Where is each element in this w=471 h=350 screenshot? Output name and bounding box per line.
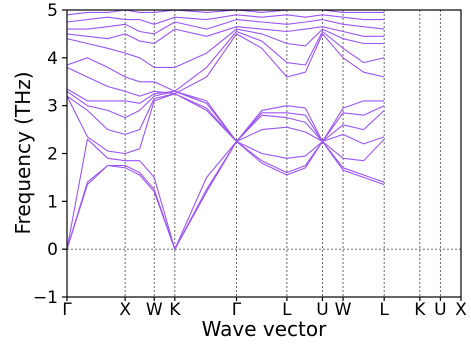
- x-tick-label: Γ: [62, 300, 72, 320]
- band-line: [67, 138, 385, 250]
- band-line: [67, 140, 385, 250]
- x-tick-label: U: [316, 300, 328, 320]
- band-line: [67, 33, 385, 97]
- band-line: [67, 10, 385, 16]
- band-line: [67, 90, 385, 143]
- band-line: [67, 19, 385, 35]
- x-tick-label: K: [414, 300, 426, 320]
- band-line: [67, 140, 385, 250]
- x-tick-label: U: [434, 300, 446, 320]
- x-tick-label: W: [146, 300, 163, 320]
- x-tick-label: X: [455, 300, 467, 320]
- x-tick-label: L: [282, 300, 292, 320]
- band-line: [67, 28, 385, 68]
- phonon-bands: [67, 10, 385, 250]
- x-tick-label: L: [379, 300, 389, 320]
- band-line: [67, 93, 385, 143]
- y-tick-label: 0: [47, 240, 58, 260]
- band-line: [67, 26, 385, 45]
- x-tick-label: W: [335, 300, 352, 320]
- band-line: [67, 30, 385, 92]
- band-line: [67, 93, 385, 155]
- y-tick-label: 1: [47, 192, 58, 212]
- band-line: [67, 14, 385, 25]
- y-axis: −1 0 1 2 3 4 5: [33, 1, 67, 308]
- x-tick-label: K: [169, 300, 181, 320]
- y-tick-label: 3: [47, 97, 58, 117]
- band-line: [67, 88, 385, 143]
- y-axis-title: Frequency (THz): [11, 71, 35, 234]
- x-tick-label: X: [119, 300, 131, 320]
- y-tick-label: 2: [47, 145, 58, 165]
- x-tick-label: Γ: [232, 300, 242, 320]
- y-tick-label: 4: [47, 49, 58, 69]
- y-tick-label: −1: [33, 288, 58, 308]
- x-axis-title: Wave vector: [202, 317, 327, 341]
- y-tick-label: 5: [47, 1, 58, 21]
